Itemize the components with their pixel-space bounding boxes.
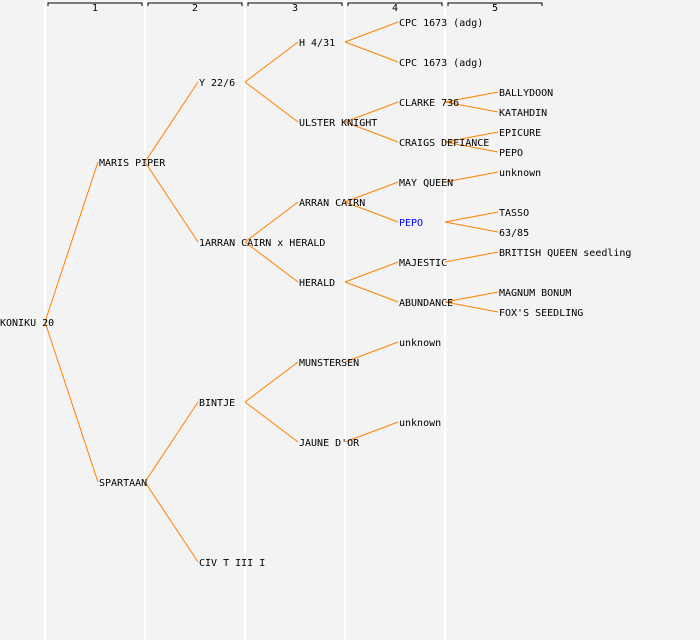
pedigree-edge bbox=[444, 221, 499, 233]
pedigree-edge bbox=[144, 161, 199, 243]
pedigree-node[interactable]: 1ARRAN CAIRN x HERALD bbox=[199, 238, 325, 249]
pedigree-edge bbox=[444, 301, 499, 313]
generation-bracket bbox=[147, 2, 243, 6]
pedigree-node[interactable]: MARIS PIPER bbox=[99, 158, 166, 169]
pedigree-edge bbox=[444, 251, 499, 263]
pedigree-edge bbox=[244, 241, 299, 283]
pedigree-edge bbox=[344, 181, 399, 203]
pedigree-edge bbox=[244, 201, 299, 243]
pedigree-edge bbox=[44, 161, 99, 323]
pedigree-edge bbox=[44, 321, 99, 483]
pedigree-edge bbox=[144, 81, 199, 163]
pedigree-node[interactable]: MUNSTERSEN bbox=[299, 358, 359, 369]
pedigree-edge bbox=[344, 201, 399, 223]
pedigree-edge bbox=[344, 281, 399, 303]
generation-bracket bbox=[47, 2, 143, 6]
pedigree-node[interactable]: unknown bbox=[399, 418, 441, 429]
pedigree-edge bbox=[244, 361, 299, 403]
pedigree-node[interactable]: PEPO bbox=[499, 148, 523, 159]
pedigree-node[interactable]: CPC 1673 (adg) bbox=[399, 18, 483, 29]
pedigree-node[interactable]: MAGNUM BONUM bbox=[499, 288, 571, 299]
pedigree-node[interactable]: MAY QUEEN bbox=[399, 178, 453, 189]
pedigree-edge bbox=[244, 41, 299, 83]
generation-bracket bbox=[247, 2, 343, 6]
pedigree-edge bbox=[244, 81, 299, 123]
generation-label: 4 bbox=[392, 3, 398, 14]
pedigree-edge bbox=[144, 401, 199, 483]
pedigree-edge bbox=[344, 421, 399, 443]
pedigree-node[interactable]: KONIKU 20 bbox=[0, 318, 54, 329]
pedigree-node[interactable]: 63/85 bbox=[499, 228, 529, 239]
pedigree-edge bbox=[444, 101, 499, 113]
pedigree-edge bbox=[444, 131, 499, 143]
pedigree-edge bbox=[344, 21, 399, 43]
generation-label: 2 bbox=[192, 3, 198, 14]
pedigree-edge bbox=[344, 41, 399, 63]
pedigree-node[interactable]: CPC 1673 (adg) bbox=[399, 58, 483, 69]
pedigree-edge bbox=[244, 401, 299, 443]
pedigree-node[interactable]: FOX'S SEEDLING bbox=[499, 308, 583, 319]
pedigree-edge bbox=[344, 121, 399, 143]
pedigree-node[interactable]: HERALD bbox=[299, 278, 335, 289]
pedigree-node[interactable]: BALLYDOON bbox=[499, 88, 553, 99]
pedigree-node[interactable]: KATAHDIN bbox=[499, 108, 547, 119]
pedigree-node[interactable]: CLARKE 736 bbox=[399, 98, 459, 109]
pedigree-node[interactable]: SPARTAAN bbox=[99, 478, 147, 489]
pedigree-edge bbox=[444, 291, 499, 303]
pedigree-node[interactable]: H 4/31 bbox=[299, 38, 335, 49]
generation-label: 5 bbox=[492, 3, 498, 14]
pedigree-node[interactable]: CRAIGS DEFIANCE bbox=[399, 138, 489, 149]
pedigree-node[interactable]: BRITISH QUEEN seedling bbox=[499, 248, 631, 259]
pedigree-node[interactable]: BINTJE bbox=[199, 398, 235, 409]
pedigree-edge bbox=[444, 171, 499, 183]
pedigree-edge bbox=[344, 101, 399, 123]
pedigree-node[interactable]: PEPO bbox=[399, 218, 423, 229]
pedigree-node[interactable]: ARRAN CAIRN bbox=[299, 198, 365, 209]
pedigree-node[interactable]: ABUNDANCE bbox=[399, 298, 453, 309]
pedigree-edge bbox=[444, 141, 499, 153]
pedigree-node[interactable]: Y 22/6 bbox=[199, 78, 235, 89]
generation-label: 3 bbox=[292, 3, 298, 14]
pedigree-node[interactable]: TASSO bbox=[499, 208, 529, 219]
pedigree-node[interactable]: unknown bbox=[499, 168, 541, 179]
pedigree-node[interactable]: ULSTER KNIGHT bbox=[299, 118, 377, 129]
pedigree-edge bbox=[144, 481, 199, 563]
generation-bracket bbox=[347, 2, 443, 6]
pedigree-node[interactable]: JAUNE D'OR bbox=[299, 438, 360, 449]
pedigree-node[interactable]: CIV T III I bbox=[199, 558, 265, 569]
pedigree-edge bbox=[444, 91, 499, 103]
pedigree-node[interactable]: EPICURE bbox=[499, 128, 541, 139]
pedigree-edge bbox=[344, 341, 399, 363]
generation-bracket bbox=[447, 2, 543, 6]
pedigree-edge bbox=[444, 211, 499, 223]
generation-label: 1 bbox=[92, 3, 98, 14]
pedigree-node[interactable]: MAJESTIC bbox=[399, 258, 447, 269]
pedigree-edge bbox=[344, 261, 399, 283]
pedigree-node[interactable]: unknown bbox=[399, 338, 441, 349]
